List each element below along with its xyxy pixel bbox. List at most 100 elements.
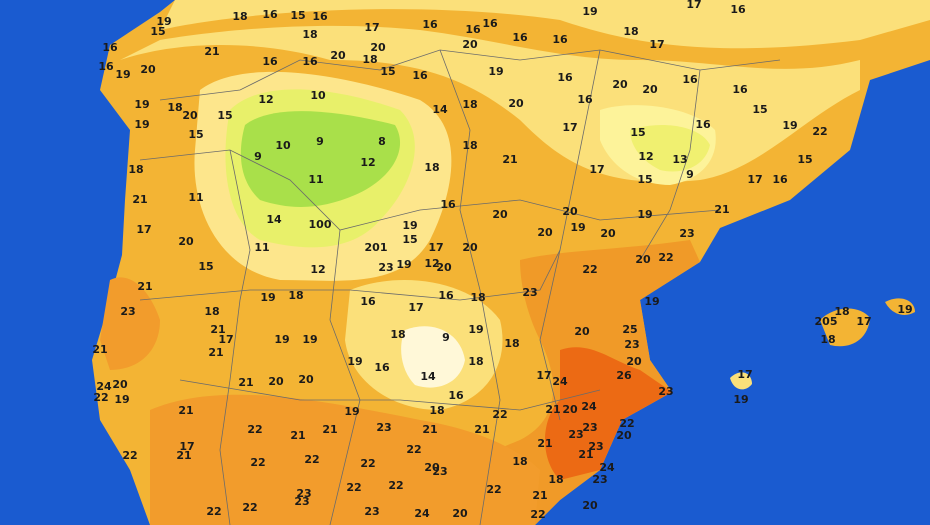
station-label: 15 [402, 233, 417, 246]
station-label: 19 [468, 323, 483, 336]
station-label: 14 [420, 370, 436, 383]
station-label: 20 [182, 109, 198, 122]
station-label: 13 [672, 153, 687, 166]
station-label: 21 [92, 343, 107, 356]
station-label: 18 [429, 404, 444, 417]
station-label: 24 [96, 380, 112, 393]
station-label: 21 [208, 346, 223, 359]
station-label: 19 [156, 15, 171, 28]
station-label: 16 [695, 118, 711, 131]
station-label: 15 [198, 260, 213, 273]
station-label: 18 [820, 333, 835, 346]
borders [139, 49, 781, 525]
station-label: 9 [316, 135, 324, 148]
station-label: 18 [288, 289, 303, 302]
station-label: 11 [188, 191, 203, 204]
station-label: 17 [589, 163, 604, 176]
station-label: 20 [635, 253, 651, 266]
station-label: 20 [537, 226, 553, 239]
station-label: 19 [637, 208, 652, 221]
station-label: 22 [242, 501, 257, 514]
station-label: 21 [137, 280, 152, 293]
station-label: 16 [448, 389, 464, 402]
station-label: 20 [612, 78, 628, 91]
station-label: 19 [570, 221, 585, 234]
station-label: 201 [365, 241, 388, 254]
station-label: 14 [266, 213, 282, 226]
station-label: 22 [388, 479, 403, 492]
station-label: 17 [686, 0, 701, 11]
station-label: 19 [134, 118, 149, 131]
station-label: 19 [897, 303, 912, 316]
station-label: 22 [346, 481, 361, 494]
station-label: 17 [218, 333, 233, 346]
station-label: 16 [98, 60, 114, 73]
station-label: 18 [512, 455, 527, 468]
station-label: 20 [112, 378, 128, 391]
station-label: 18 [302, 28, 317, 41]
station-label: 20 [452, 507, 468, 520]
station-label: 23 [624, 338, 639, 351]
station-label: 19 [344, 405, 359, 418]
station-label: 20 [298, 373, 314, 386]
station-label: 23 [432, 465, 447, 478]
station-label: 11 [254, 241, 269, 254]
station-label: 17 [136, 223, 151, 236]
station-label: 15 [217, 109, 232, 122]
station-label: 23 [588, 440, 603, 453]
station-label: 17 [747, 173, 762, 186]
station-label: 15 [150, 25, 165, 38]
station-label: 24 [581, 400, 597, 413]
station-label: 17 [364, 21, 379, 34]
station-label: 19 [402, 219, 417, 232]
station-label: 17 [428, 241, 443, 254]
station-label: 21 [132, 193, 147, 206]
station-label: 22 [304, 453, 319, 466]
station-label: 23 [294, 495, 309, 508]
station-label: 18 [504, 337, 519, 350]
station-label: 18 [167, 101, 182, 114]
station-label: 17 [649, 38, 664, 51]
station-label: 15 [637, 173, 652, 186]
station-label: 21 [532, 489, 547, 502]
station-label: 12 [310, 263, 325, 276]
station-label: 18 [468, 355, 483, 368]
station-label: 20 [424, 461, 440, 474]
station-label: 23 [679, 227, 694, 240]
station-label: 21 [322, 423, 337, 436]
station-label: 18 [204, 305, 219, 318]
station-label: 18 [462, 98, 477, 111]
station-label: 21 [714, 203, 729, 216]
station-label: 19 [114, 393, 129, 406]
station-label: 12 [638, 150, 653, 163]
station-label: 10 [310, 89, 326, 102]
station-label: 16 [512, 31, 528, 44]
station-label: 16 [730, 3, 746, 16]
station-label: 15 [290, 9, 305, 22]
station-label: 24 [414, 507, 430, 520]
station-label: 21 [578, 448, 593, 461]
station-label: 20 [582, 499, 598, 512]
station-label: 16 [302, 55, 318, 68]
station-label: 19 [396, 258, 411, 271]
station-label: 23 [378, 261, 393, 274]
station-label: 23 [568, 428, 583, 441]
station-label: 16 [440, 198, 456, 211]
station-label: 20 [574, 325, 590, 338]
station-label: 20 [626, 355, 642, 368]
station-label: 23 [522, 286, 537, 299]
station-label: 9 [686, 168, 694, 181]
station-label: 21 [210, 323, 225, 336]
station-label: 22 [93, 391, 108, 404]
station-label: 22 [658, 251, 673, 264]
station-label: 22 [360, 457, 375, 470]
station-label: 21 [545, 403, 560, 416]
station-label: 19 [582, 5, 597, 18]
station-label: 23 [376, 421, 391, 434]
station-label: 21 [290, 429, 305, 442]
station-label: 15 [188, 128, 203, 141]
station-label: 10 [275, 139, 291, 152]
station-label: 16 [374, 361, 390, 374]
station-label: 16 [557, 71, 573, 84]
